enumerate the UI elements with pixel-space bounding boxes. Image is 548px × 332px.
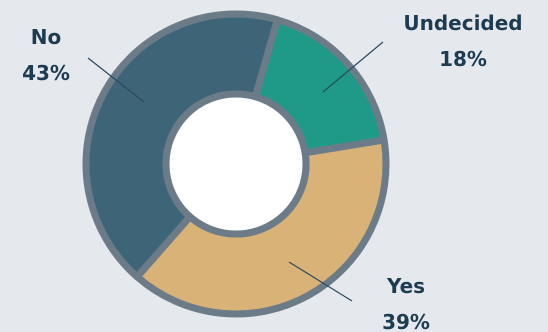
leader-line-no bbox=[87, 57, 145, 103]
slice-label-undecided: Undecided bbox=[403, 11, 522, 35]
leader-lines bbox=[87, 41, 384, 302]
slice-value-yes: 39% bbox=[382, 310, 430, 332]
slices-layer bbox=[82, 10, 390, 318]
slice-value-undecided: 18% bbox=[439, 47, 487, 71]
donut-hole bbox=[162, 90, 310, 238]
slice-label-yes: Yes bbox=[386, 274, 425, 298]
slice-label-no: No bbox=[31, 25, 61, 49]
leader-line-yes bbox=[288, 261, 353, 302]
slice-labels: Undecided 18% Yes 39% No 43% bbox=[22, 11, 523, 332]
leader-line-undecided bbox=[322, 41, 384, 93]
slice-value-no: 43% bbox=[22, 61, 70, 85]
